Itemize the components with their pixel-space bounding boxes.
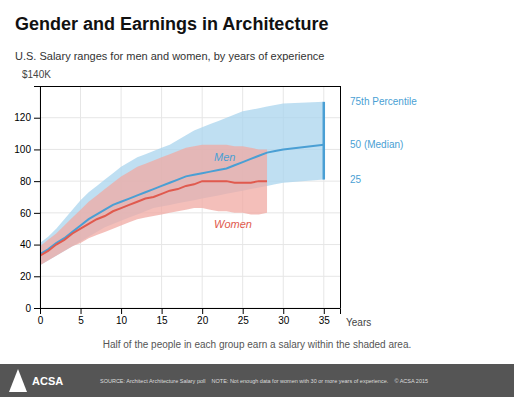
y-tick-mark: [34, 149, 40, 150]
x-tick: 0: [38, 308, 44, 326]
y-tick-label: 120: [14, 112, 31, 123]
marks: [40, 102, 324, 265]
source-note: SOURCE: Architect Architecture Salary po…: [100, 378, 428, 384]
x-tick-mark: [202, 308, 203, 314]
range-bracket: [323, 102, 326, 180]
footer-note: Half of the people in each group earn a …: [103, 339, 412, 350]
x-grid-line: [323, 86, 324, 308]
y-tick-mark: [34, 213, 40, 214]
y-grid-line: [40, 276, 340, 277]
logo: [9, 369, 27, 392]
x-tick: 25: [238, 308, 250, 326]
x-tick-label: 20: [197, 315, 209, 326]
series-label: Women: [214, 218, 252, 230]
x-tick-label: 35: [319, 315, 331, 326]
x-grid-line: [80, 86, 81, 308]
y-tick-label: 0: [25, 303, 31, 314]
x-axis-line: [41, 309, 341, 315]
plot-frame-top: [40, 86, 340, 87]
percentile-band: [40, 102, 324, 265]
median-line: [40, 145, 324, 254]
plot: 0 5 10 15 20 25 30 35 0 20 40 60 80 100 120 $140K Years M…: [14, 69, 417, 328]
y-axis: 0 20 40 60 80 100 120: [14, 87, 40, 314]
y-tick-label: 100: [14, 144, 31, 155]
x-tick-label: 10: [116, 315, 128, 326]
y-tick-label: 40: [20, 239, 32, 250]
plot-frame-right: [340, 86, 341, 308]
y-tick-label: 60: [20, 208, 32, 219]
y-tick: 40: [20, 239, 40, 250]
bottom-bar: [0, 364, 514, 397]
y-tick: 100: [14, 144, 40, 155]
x-axis-label: Years: [346, 317, 371, 328]
series-label: Men: [214, 151, 235, 163]
x-tick-label: 5: [78, 315, 84, 326]
x-tick-mark: [324, 308, 325, 314]
y-tick-mark: [34, 245, 40, 246]
y-tick-label: 80: [20, 176, 32, 187]
x-tick-label: 30: [278, 315, 290, 326]
x-tick-mark: [243, 308, 244, 314]
subtitle: U.S. Salary ranges for men and women, by…: [15, 50, 324, 62]
x-tick: 10: [116, 308, 128, 326]
y-tick: 0: [25, 303, 40, 314]
x-tick-label: 25: [238, 315, 250, 326]
y-axis-line: [34, 87, 41, 309]
percentile-label: 75th Percentile: [350, 96, 417, 107]
x-tick: 30: [278, 308, 290, 326]
percentile-band: [40, 145, 267, 266]
x-tick-label: 0: [38, 315, 44, 326]
x-tick: 35: [319, 308, 331, 326]
x-tick-mark: [121, 308, 122, 314]
y-tick-label: 20: [20, 271, 32, 282]
chart: Gender and Earnings in Architecture U.S. …: [0, 0, 514, 397]
x-axis: 0 5 10 15 20 25 30 35: [38, 308, 341, 326]
y-tick-mark: [34, 118, 40, 119]
x-tick: 5: [78, 308, 84, 326]
x-tick: 20: [197, 308, 209, 326]
percentile-label: 50 (Median): [350, 139, 403, 150]
title: Gender and Earnings in Architecture: [15, 14, 328, 34]
x-tick-mark: [162, 308, 163, 314]
y-tick: 120: [14, 112, 40, 123]
percentile-label: 25: [350, 174, 362, 185]
y-tick-mark: [34, 276, 40, 277]
y-tick-mark: [34, 308, 40, 309]
y-tick: 80: [20, 176, 40, 187]
y-axis-label: $140K: [22, 69, 51, 80]
y-grid-line: [40, 244, 340, 245]
x-tick-label: 15: [157, 315, 169, 326]
median-line: [40, 181, 267, 256]
logo-text: ACSA: [32, 375, 63, 387]
x-tick-mark: [81, 308, 82, 314]
grid: [40, 86, 340, 308]
x-tick-mark: [283, 308, 284, 314]
y-tick-mark: [34, 181, 40, 182]
y-tick: 20: [20, 271, 40, 282]
y-tick: 60: [20, 208, 40, 219]
x-tick: 15: [157, 308, 169, 326]
